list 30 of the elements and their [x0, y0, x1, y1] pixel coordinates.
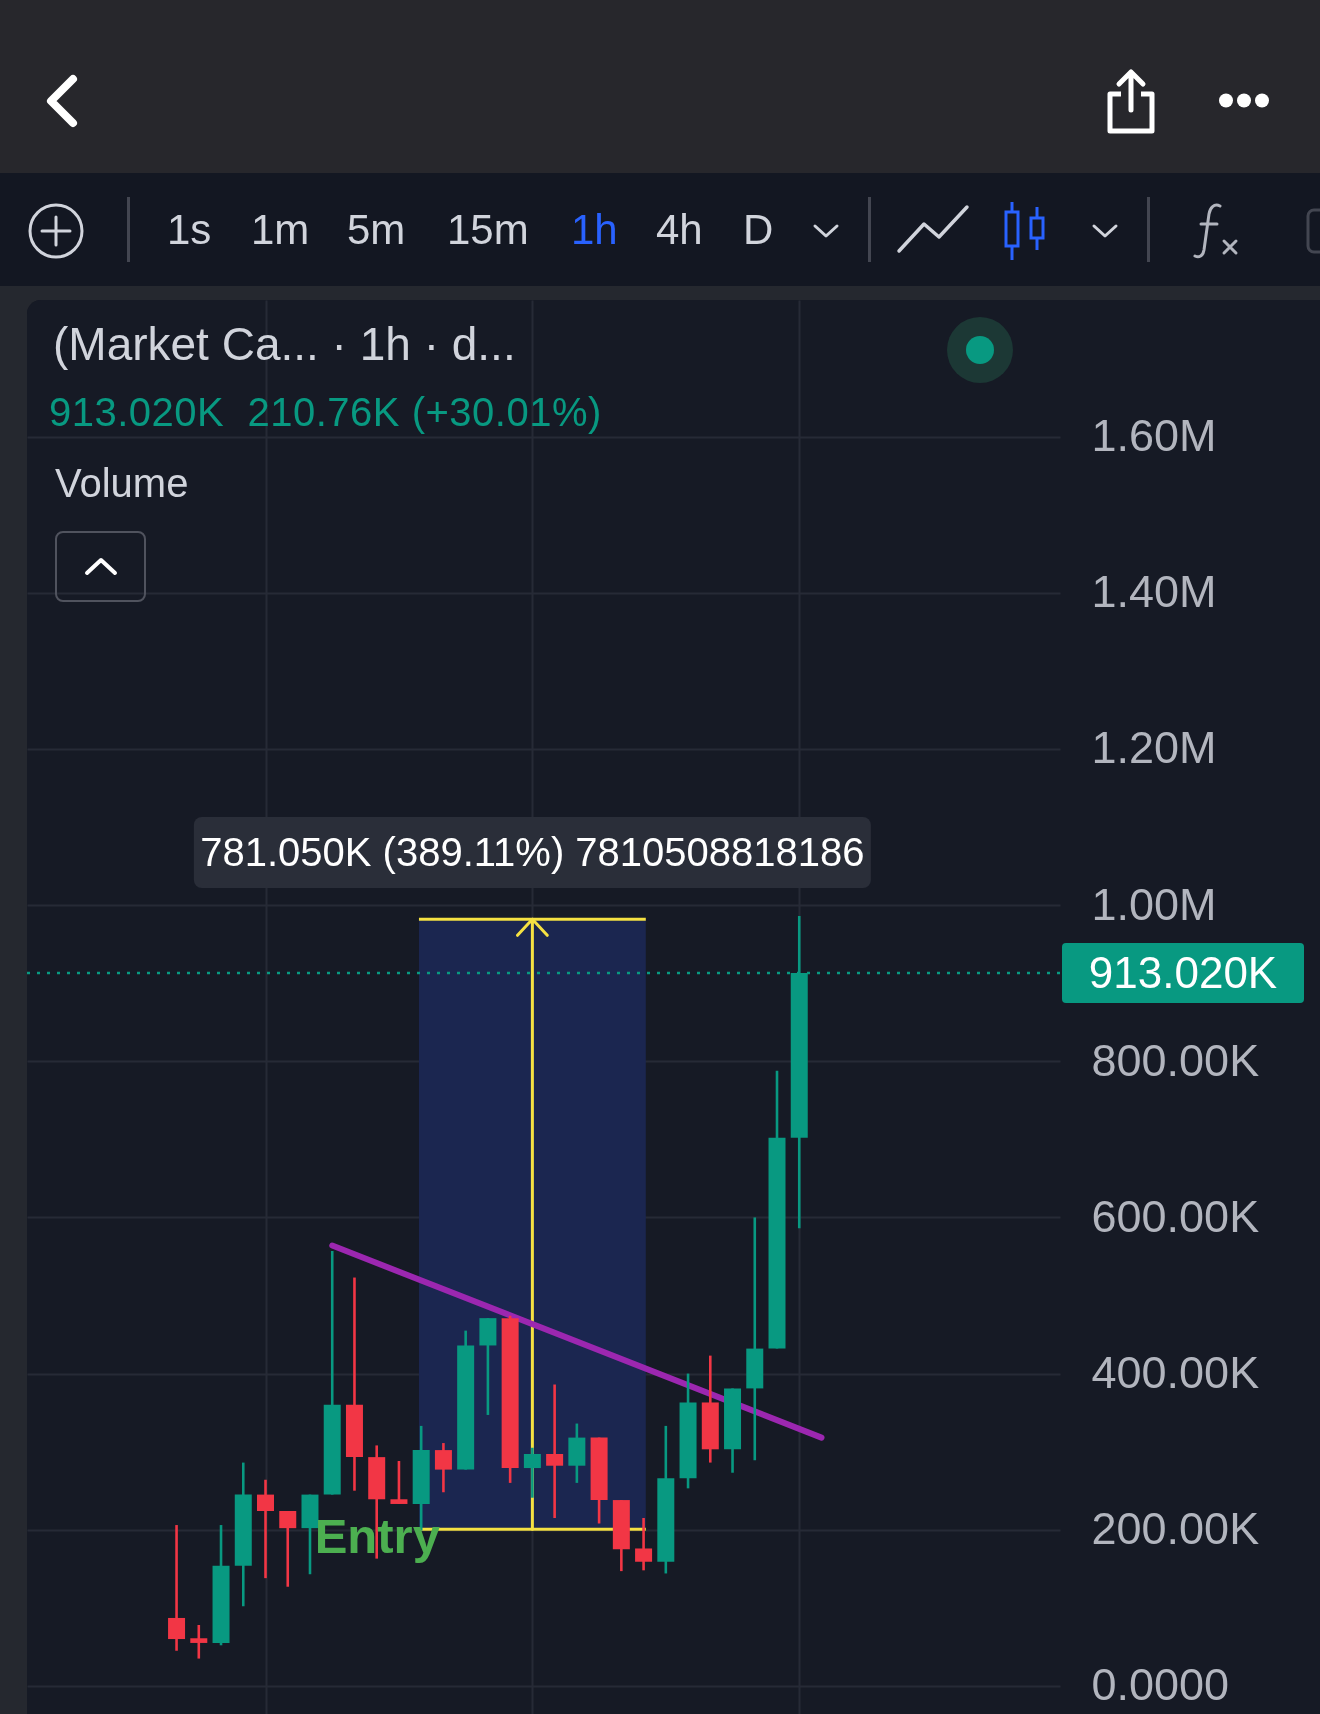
- annotation: Volume: [55, 461, 189, 505]
- y-tick-label: 1.00M: [1091, 878, 1217, 930]
- text: D: [743, 205, 774, 255]
- text: 5m: [347, 205, 406, 255]
- y-tick-label: 1.60M: [1091, 410, 1217, 462]
- candlestick: [190, 1623, 208, 1660]
- y-tick-label: 0.0000: [1091, 1659, 1230, 1711]
- candlestick: [279, 1509, 297, 1589]
- ref-line-label: 913.020K: [1062, 943, 1304, 1004]
- candlestick: [257, 1478, 275, 1580]
- text: 1h: [571, 205, 618, 255]
- y-tick-label: 1.20M: [1091, 722, 1217, 774]
- candlestick: [523, 1446, 541, 1500]
- y-tick-label: 200.00K: [1091, 1503, 1260, 1555]
- text: 1m: [251, 205, 310, 255]
- y-tick-label: 400.00K: [1091, 1347, 1260, 1399]
- text: 15m: [447, 205, 529, 255]
- y-tick-label: 600.00K: [1091, 1190, 1260, 1242]
- candlestick: [168, 1523, 186, 1653]
- y-tick-label: 1.40M: [1091, 566, 1217, 618]
- text: 913.020K 210.76K (+30.01%): [49, 390, 602, 434]
- y-tick-label: 800.00K: [1091, 1034, 1260, 1086]
- chart-title: (Market Ca... · 1h · d...: [53, 318, 516, 370]
- text: 1s: [167, 205, 212, 255]
- band-label: 781.050K (389.11%) 7810508818186: [194, 817, 871, 889]
- text: 4h: [656, 205, 703, 255]
- candlestick: [546, 1383, 564, 1520]
- candlestick: [635, 1516, 653, 1572]
- candlestick: [390, 1459, 408, 1506]
- candlestick: [434, 1441, 452, 1494]
